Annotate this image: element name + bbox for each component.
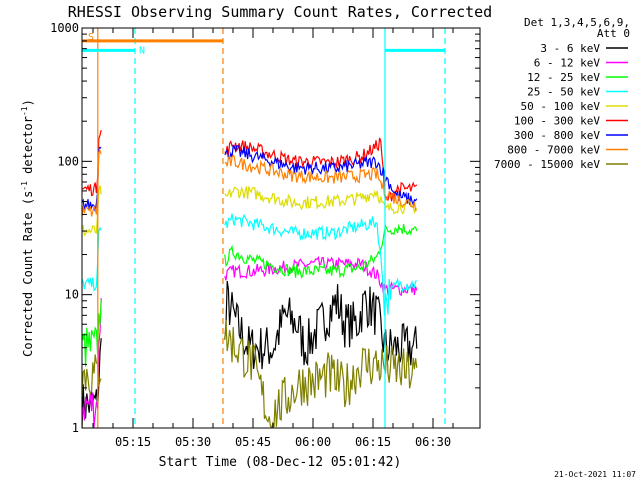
legend: Det 1,3,4,5,6,9,Att 0 3 - 6 keV 6 - 12 keV… — [494, 16, 630, 171]
legend-header: Det 1,3,4,5,6,9, — [524, 16, 630, 29]
ylabel-main: Corrected Count Rate (s — [21, 191, 35, 357]
y-tick-label: 100 — [57, 154, 79, 168]
flag-label: N — [139, 45, 145, 56]
plot-area: SN — [82, 28, 446, 428]
axes: 1 10 100 1000 05:15 05:30 05:45 06:00 06:15 06:30 — [50, 21, 481, 449]
x-axis-label: Start Time (08-Dec-12 05:01:42) — [159, 455, 402, 470]
ylabel-mid: detector — [21, 116, 35, 181]
legend-entry-label: 6 - 12 keV — [534, 57, 601, 70]
plot-frame — [81, 27, 481, 429]
y-axis-label: Corrected Count Rate (s-1 detector-1) — [20, 99, 35, 357]
flag-label: S — [88, 32, 94, 43]
legend-header: Att 0 — [597, 27, 630, 40]
legend-entry-label: 100 - 300 keV — [514, 115, 600, 128]
ylabel-sup2: -1 — [20, 106, 29, 116]
x-tick-label: 06:00 — [295, 435, 331, 449]
ylabel-end: ) — [21, 99, 35, 106]
x-tick-label: 06:30 — [415, 435, 451, 449]
legend-entry-label: 3 - 6 keV — [540, 42, 600, 55]
legend-entry-label: 50 - 100 keV — [521, 100, 601, 113]
legend-entry-label: 800 - 7000 keV — [507, 144, 600, 157]
chart-title: RHESSI Observing Summary Count Rates, Co… — [68, 3, 492, 21]
y-tick-label: 10 — [65, 288, 79, 302]
y-tick-label: 1000 — [50, 21, 79, 35]
x-tick-label: 05:15 — [115, 435, 151, 449]
ylabel-sup1: -1 — [20, 181, 29, 191]
legend-entry-label: 300 - 800 keV — [514, 129, 600, 142]
x-tick-label: 05:30 — [175, 435, 211, 449]
legend-entry-label: 7000 - 15000 keV — [494, 158, 600, 171]
x-tick-label: 06:15 — [355, 435, 391, 449]
svg-text:Corrected Count Rate (s-1 dete: Corrected Count Rate (s-1 detector-1) — [20, 99, 35, 357]
legend-entry-label: 25 - 50 keV — [527, 86, 600, 99]
footer-timestamp: 21-Oct-2021 11:07 — [554, 470, 636, 479]
legend-entry-label: 12 - 25 keV — [527, 71, 600, 84]
x-tick-label: 05:45 — [235, 435, 271, 449]
y-tick-label: 1 — [72, 421, 79, 435]
